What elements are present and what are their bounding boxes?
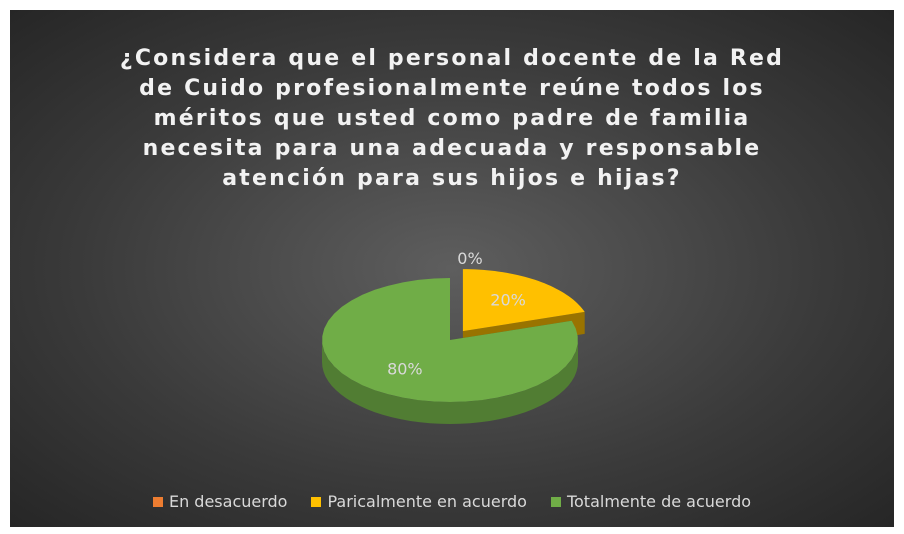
legend-label: Totalmente de acuerdo <box>566 492 752 511</box>
legend-label: Paricalmente en acuerdo <box>327 492 527 511</box>
slice-side <box>322 340 578 424</box>
legend-item: En desacuerdo <box>152 492 288 511</box>
legend-swatch <box>550 496 561 507</box>
data-label: 80% <box>387 360 423 379</box>
legend-label: En desacuerdo <box>168 492 288 511</box>
slice <box>462 269 585 332</box>
legend-swatch <box>152 496 163 507</box>
slice <box>322 278 578 402</box>
legend-item: Totalmente de acuerdo <box>550 492 752 511</box>
data-label: 20% <box>490 291 526 310</box>
chart-title: ¿Considera que el personal docente de la… <box>119 46 785 191</box>
plot: 0% 20% 80% <box>322 249 585 424</box>
legend: En desacuerdo Paricalmente en acuerdo Tota… <box>10 492 894 511</box>
chart: ¿Considera que el personal docente de la… <box>10 10 894 527</box>
data-label: 0% <box>457 249 482 268</box>
legend-item: Paricalmente en acuerdo <box>311 492 527 511</box>
legend-swatch <box>311 496 322 507</box>
